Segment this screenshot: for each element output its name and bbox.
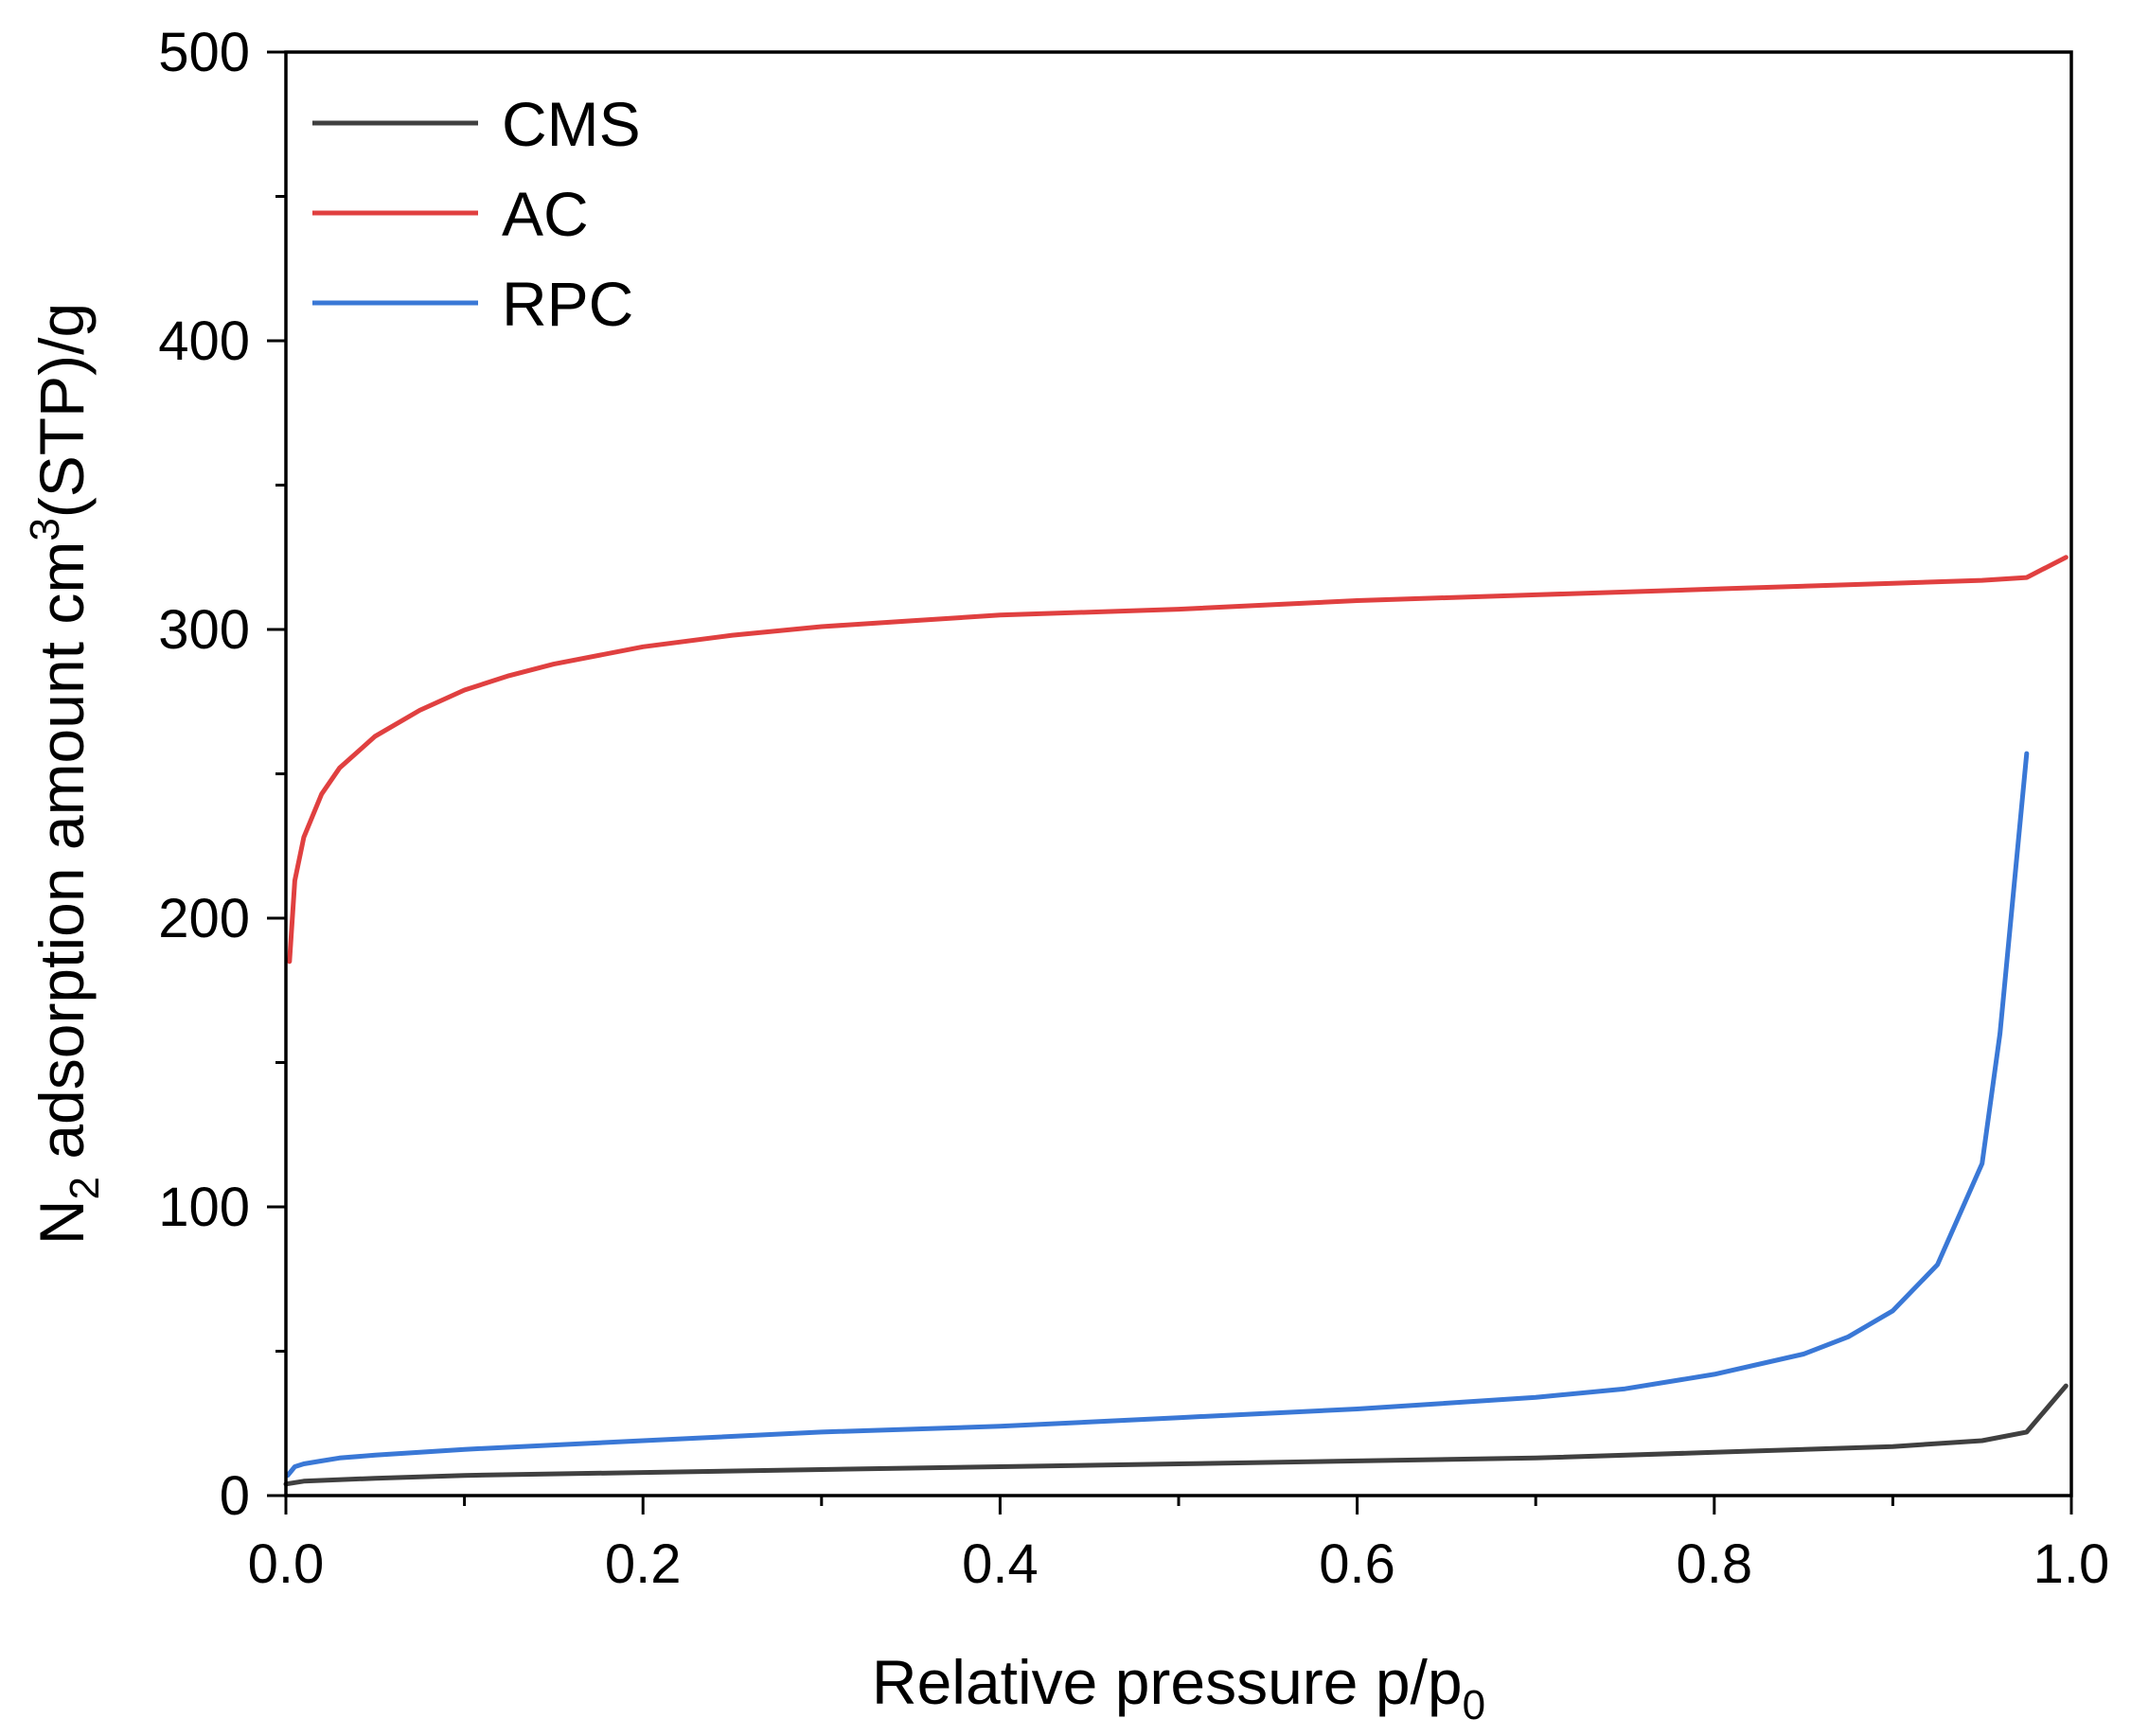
x-tick-label: 0.2 (605, 1533, 682, 1595)
x-tick-label: 1.0 (2033, 1533, 2110, 1595)
y-tick-label: 100 (158, 1177, 250, 1238)
ticklabels-layer: 0.0 0.2 0.4 0.6 0.8 1.0 0 100 200 300 400 500 (158, 22, 2109, 1595)
x-axis-title: Relative pressure p/p0 (872, 1647, 1485, 1728)
legend-label: RPC (502, 269, 633, 339)
y-tick-label: 200 (158, 888, 250, 949)
x-axis-title-subscript: 0 (1463, 1682, 1485, 1728)
y-tick-label: 500 (158, 22, 250, 83)
x-tick-label: 0.0 (248, 1533, 325, 1595)
x-axis-title-main: Relative pressure p/p (872, 1647, 1463, 1717)
series-line-ac (287, 555, 2069, 965)
y-axis-title-sub: 2 (62, 1177, 108, 1199)
y-axis-title-part1: N (27, 1200, 97, 1246)
y-tick-label: 0 (220, 1465, 250, 1527)
x-tick-label: 0.4 (962, 1533, 1039, 1595)
legend-label: CMS (502, 89, 641, 159)
y-axis-title-part2: adsorption amount cm (27, 541, 97, 1177)
series-line-cms (283, 1383, 2069, 1487)
legend: CMS AC RPC (312, 89, 641, 339)
series-line-rpc (285, 751, 2030, 1479)
y-tick-label: 300 (158, 599, 250, 661)
legend-label: AC (502, 179, 589, 249)
legend-item-cms: CMS (312, 89, 641, 159)
ticks-layer (267, 50, 2073, 1515)
legend-item-rpc: RPC (312, 269, 633, 339)
x-tick-label: 0.8 (1676, 1533, 1752, 1595)
y-axis-title: N2 adsorption amount cm3(STP)/g (22, 303, 108, 1245)
y-tick-label: 400 (158, 310, 250, 372)
y-axis-title-part3: (STP)/g (27, 303, 97, 518)
series-layer (283, 555, 2069, 1487)
legend-item-ac: AC (312, 179, 589, 249)
y-axis-title-sup: 3 (22, 518, 68, 540)
x-tick-label: 0.6 (1319, 1533, 1395, 1595)
